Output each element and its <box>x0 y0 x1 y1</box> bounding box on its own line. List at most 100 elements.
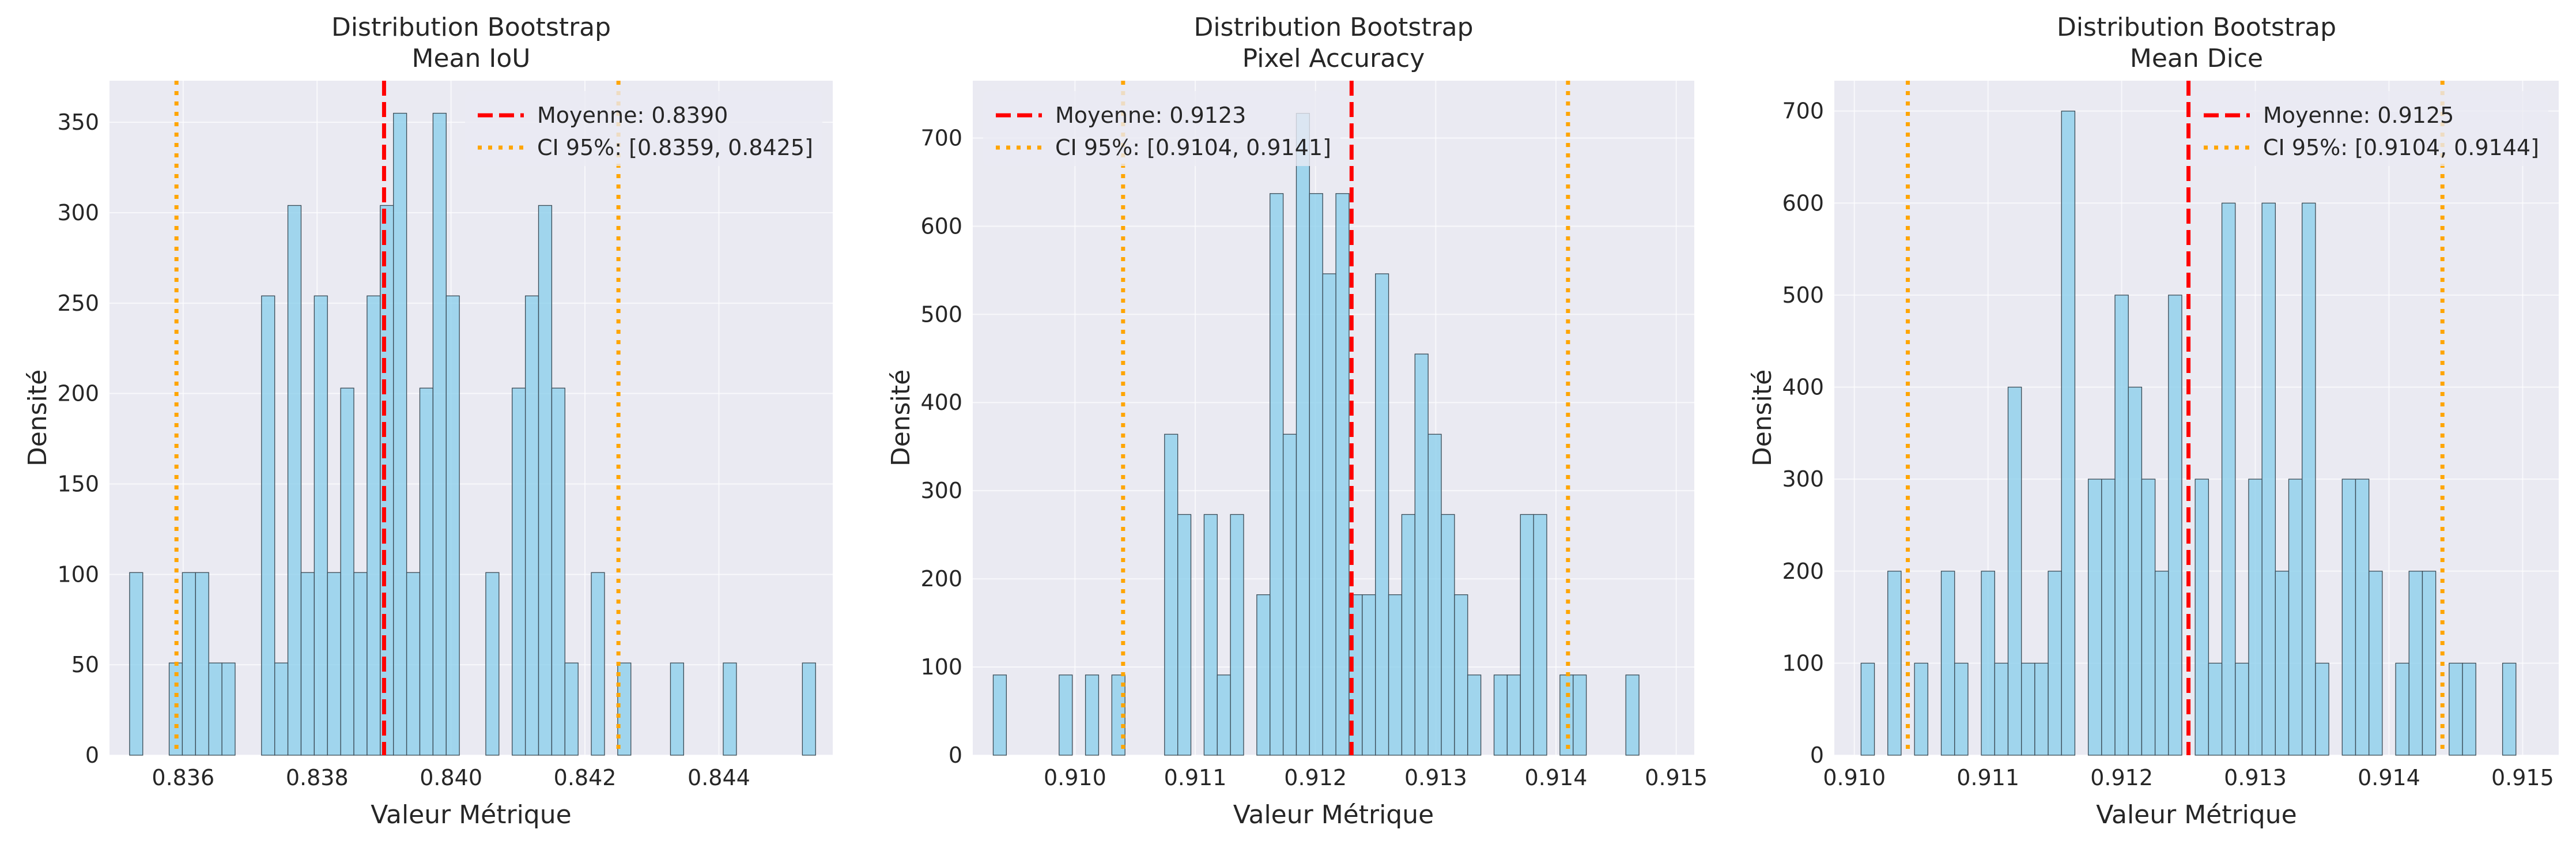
y-tick-label: 200 <box>920 566 962 591</box>
histogram-bar <box>1177 514 1192 756</box>
histogram-bar <box>1914 662 1928 756</box>
histogram-bar <box>1506 674 1521 756</box>
histogram-bar <box>564 662 579 756</box>
y-tick-label: 100 <box>57 561 99 587</box>
histogram-bar <box>406 572 421 756</box>
histogram-bar <box>445 295 460 756</box>
histogram-bar <box>1940 571 1955 756</box>
legend-mean-label: Moyenne: 0.9123 <box>1055 103 1246 128</box>
y-tick-label: 600 <box>1782 190 1824 216</box>
histogram-bar <box>432 112 447 756</box>
y-tick-label: 250 <box>57 291 99 316</box>
chart-panel-1: 0 50 100 150 200 250 300 350 0.836 0.838 0.840 0.84… <box>23 13 833 830</box>
histogram-bar <box>195 572 209 756</box>
histogram-bar <box>992 674 1007 756</box>
histogram-bar <box>1203 514 1218 756</box>
legend-box <box>2191 91 2548 166</box>
histogram-bar <box>2422 571 2437 756</box>
histogram-bar <box>617 662 632 756</box>
legend: Moyenne: 0.9125 CI 95%: [0.9104, 0.9144] <box>2191 91 2548 166</box>
histogram-bar <box>380 205 394 756</box>
histogram-bar <box>1375 273 1389 756</box>
legend-box <box>465 91 822 166</box>
histogram-bar <box>802 662 816 756</box>
histogram-bar <box>2288 478 2303 756</box>
y-tick-label: 400 <box>1782 375 1824 400</box>
histogram-bar <box>340 387 354 756</box>
histogram-bar <box>168 662 183 756</box>
y-tick-label: 400 <box>920 390 962 415</box>
legend-mean-label: Moyenne: 0.8390 <box>537 103 728 128</box>
x-tick-label: 0.840 <box>420 765 482 790</box>
histogram-bar <box>2101 478 2116 756</box>
chart-panel-3: 0 100 200 300 400 500 600 700 0.910 0.911 0.912 0.9… <box>1748 13 2559 830</box>
histogram-bar <box>1954 662 1969 756</box>
y-axis-label: Densité <box>886 370 916 466</box>
legend-box <box>983 91 1340 166</box>
y-tick-label: 500 <box>920 301 962 327</box>
y-tick-label: 200 <box>1782 559 1824 584</box>
histogram-bar <box>2007 386 2022 756</box>
histogram-bar <box>2341 478 2356 756</box>
chart-panel-2: 0 100 200 300 400 500 600 700 0.910 0.911 0.912 0.9… <box>886 13 1708 830</box>
histogram-bar <box>2114 295 2129 756</box>
x-tick-label: 0.838 <box>286 765 349 790</box>
legend-ci-label: CI 95%: [0.9104, 0.9141] <box>1055 135 1331 160</box>
histogram-bar <box>2248 478 2263 756</box>
histogram-bar <box>2168 295 2182 756</box>
x-tick-label: 0.914 <box>1525 765 1588 790</box>
histogram-bar <box>1454 594 1468 756</box>
histogram-bar <box>393 112 407 756</box>
x-tick-label: 0.912 <box>1284 765 1347 790</box>
histogram-bar <box>367 295 381 756</box>
histogram-bar <box>1085 674 1100 756</box>
histogram-bar <box>2302 202 2316 756</box>
y-tick-label: 600 <box>920 213 962 239</box>
y-tick-label: 200 <box>57 381 99 406</box>
histogram-bar <box>2502 662 2517 756</box>
x-tick-label: 0.913 <box>1404 765 1467 790</box>
legend-mean-label: Moyenne: 0.9125 <box>2263 103 2454 128</box>
histogram-bar <box>1309 193 1323 756</box>
chart-title: Distribution Bootstrap <box>331 13 611 42</box>
x-tick-label: 0.910 <box>1044 765 1106 790</box>
y-tick-label: 0 <box>1810 743 1824 768</box>
histogram-bar <box>1414 353 1429 756</box>
y-tick-label: 700 <box>920 125 962 150</box>
x-tick-label: 0.915 <box>1645 765 1708 790</box>
legend-ci-label: CI 95%: [0.8359, 0.8425] <box>537 135 813 160</box>
histogram-bar <box>723 662 737 756</box>
x-tick-label: 0.911 <box>1956 765 2019 790</box>
histogram-bar <box>1059 674 1073 756</box>
x-axis-label: Valeur Métrique <box>371 800 571 830</box>
histogram-bar <box>2034 662 2049 756</box>
histogram-bar <box>327 572 341 756</box>
histogram-bar <box>2408 571 2423 756</box>
histogram-bar <box>2275 571 2290 756</box>
histogram-bar <box>1388 594 1403 756</box>
histogram-bar <box>2128 386 2143 756</box>
histogram-bar <box>1493 674 1508 756</box>
histogram-bar <box>2355 478 2370 756</box>
histogram-bar <box>2087 478 2102 756</box>
histogram-bar <box>1625 674 1640 756</box>
x-tick-label: 0.913 <box>2224 765 2287 790</box>
x-tick-label: 0.844 <box>688 765 750 790</box>
histogram-bar <box>1860 662 1875 756</box>
histogram-bar <box>2235 662 2249 756</box>
x-axis-label: Valeur Métrique <box>1233 800 1434 830</box>
histogram-bar <box>2048 571 2062 756</box>
chart-subtitle: Pixel Accuracy <box>1242 44 1425 73</box>
y-tick-label: 150 <box>57 471 99 496</box>
y-tick-label: 350 <box>57 110 99 135</box>
histogram-bar <box>2141 478 2156 756</box>
x-axis-label: Valeur Métrique <box>2096 800 2297 830</box>
histogram-bar <box>1282 434 1297 756</box>
histogram-bar <box>2208 662 2223 756</box>
histogram-bar <box>1335 193 1350 756</box>
histogram-bar <box>1362 594 1376 756</box>
histogram-bar <box>221 662 236 756</box>
histogram-bar <box>551 387 565 756</box>
histogram-bar <box>1270 193 1284 756</box>
